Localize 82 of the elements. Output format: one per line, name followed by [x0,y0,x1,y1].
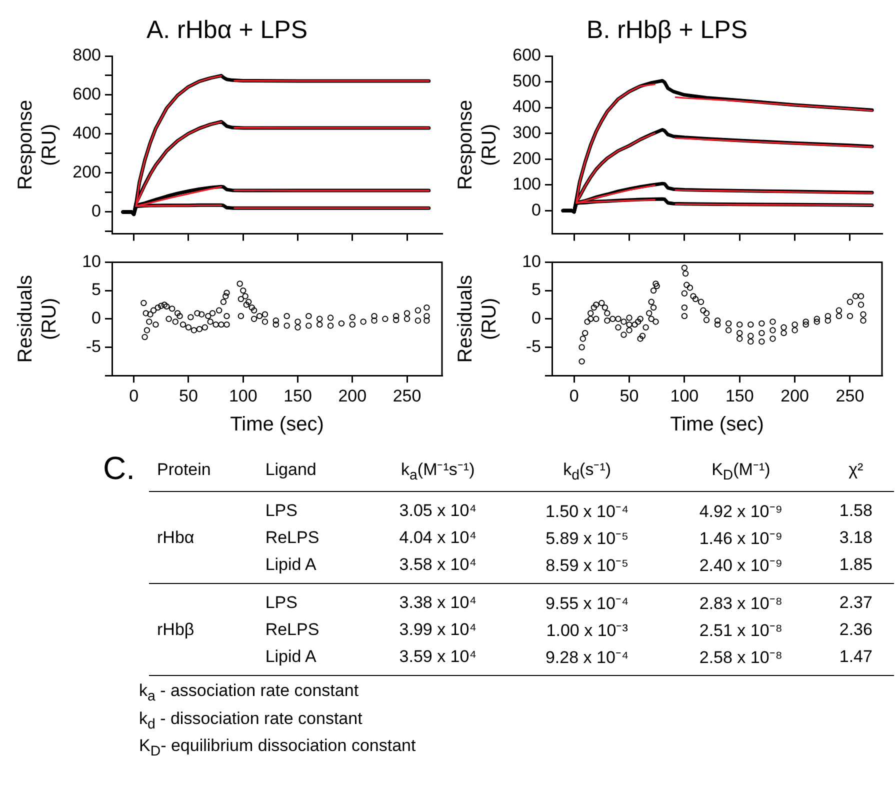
text: Lipid A [265,646,316,666]
text: 4.92 x 10⁻⁹ [699,502,783,522]
x-tick-label: 100 [228,386,258,406]
text: C. [103,450,135,488]
x-tick-label: 150 [725,386,754,406]
y-tick-label: 10 [522,252,541,271]
text: 1.85 [839,554,872,574]
x-tick-label: 150 [284,386,312,406]
category-label: Ligand [257,451,366,492]
category-label: rHbα [157,528,194,547]
category-label: Protein [149,451,258,492]
text: 1.50 x 10⁻⁴ [545,502,629,522]
chart-title: A. rHbα + LPS [146,16,308,44]
category-label: χ² [818,451,894,492]
text: 9.28 x 10⁻⁴ [545,648,629,668]
y-tick-label: 0 [532,308,541,328]
text: 1.46 x 10⁻⁹ [699,529,783,548]
text: k$_{d}$ - dissociation rate constant [139,708,364,734]
text: ReLPS [265,528,320,547]
text: 3.18 [839,528,872,547]
y-tick-label: 400 [72,124,101,143]
text: 1.58 [839,500,872,520]
x-tick-label: 50 [179,386,198,406]
x-tick-label: 50 [620,386,639,406]
text: 4.04 x 10⁴ [399,528,477,547]
x-tick-label: 0 [129,386,139,406]
text: k$_{a}$ - association rate constant [139,680,360,707]
text: 1.00 x 10⁻³ [546,621,628,640]
category-label: rHbβ [157,620,194,639]
x-tick-label: 250 [836,386,864,406]
x-axis-title: Time (sec) [670,414,764,436]
x-tick-label: 250 [392,386,422,406]
y-tick-label: 800 [72,46,101,65]
text: 3.58 x 10⁴ [399,554,477,574]
y-axis-title: Response (RU) [454,100,501,190]
y-tick-label: 5 [92,280,101,300]
text: Lipid A [265,554,316,574]
category-label: k$_{a}$(M⁻¹s⁻¹) [366,451,510,492]
text: 2.83 x 10⁻⁸ [699,594,782,614]
x-tick-label: 100 [670,386,699,406]
text: 9.55 x 10⁻⁴ [545,594,629,614]
text: 8.59 x 10⁻⁵ [546,556,629,576]
category-label: k$_{d}$(s⁻¹) [510,451,664,492]
text: 3.38 x 10⁴ [399,592,477,612]
y-tick-label: 500 [512,71,541,90]
text: ReLPS [265,620,320,639]
text: 3.59 x 10⁴ [399,646,477,666]
text: 2.51 x 10⁻⁸ [699,621,782,640]
text: 3.99 x 10⁴ [399,620,477,639]
y-tick-label: 600 [72,84,101,104]
text: K$_{D}$- equilibrium dissociation constant [139,735,417,762]
y-tick-label: 300 [512,122,541,142]
y-tick-label: 200 [72,162,101,182]
text: LPS [265,500,298,520]
x-tick-label: 0 [569,386,579,406]
text: 1.47 [839,646,872,666]
text: 2.36 [839,620,872,639]
x-tick-label: 200 [780,386,809,406]
y-axis-title: Residuals (RU) [454,274,501,363]
text: LPS [265,592,298,612]
y-tick-label: 600 [512,46,541,65]
y-tick-label: 5 [532,280,541,300]
x-tick-label: 200 [338,386,367,406]
y-tick-label: -5 [86,336,101,356]
y-tick-label: 10 [82,252,101,271]
y-axis-title: Response (RU) [14,100,61,190]
y-tick-label: 100 [512,174,541,194]
y-tick-label: 400 [512,97,541,116]
y-tick-label: -5 [526,336,541,356]
x-axis-title: Time (sec) [230,414,324,436]
y-axis-title: Residuals (RU) [14,274,61,363]
text: 2.40 x 10⁻⁹ [699,556,783,576]
text: 2.37 [839,592,872,612]
y-tick-label: 0 [532,200,541,220]
category-label: K$_{D}$(M⁻¹) [664,451,818,492]
y-tick-label: 0 [92,308,101,328]
text: 3.05 x 10⁴ [399,500,477,520]
chart-title: B. rHbβ + LPS [586,16,748,44]
text: 2.58 x 10⁻⁸ [699,648,782,668]
y-tick-label: 200 [512,148,541,168]
y-tick-label: 0 [92,202,101,221]
text: 5.89 x 10⁻⁵ [546,529,629,548]
